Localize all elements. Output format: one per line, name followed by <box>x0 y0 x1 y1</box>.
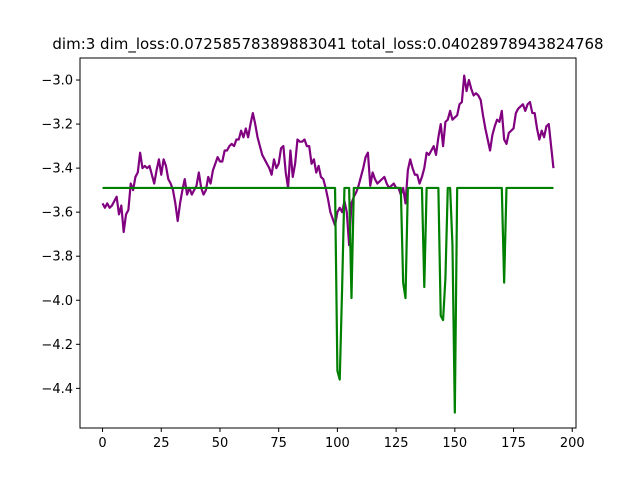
x-tick-label: 75 <box>270 436 287 451</box>
chart-title: dim:3 dim_loss:0.07258578389883041 total… <box>52 35 603 54</box>
x-tick-label: 25 <box>153 436 170 451</box>
x-tick-label: 175 <box>501 436 526 451</box>
x-tick-label: 50 <box>212 436 229 451</box>
x-tick-label: 150 <box>442 436 467 451</box>
x-tick-label: 100 <box>325 436 350 451</box>
series-line-1 <box>101 74 555 247</box>
series-line-2 <box>102 186 554 414</box>
y-tick-label: −4.2 <box>41 338 73 353</box>
x-tick-label: 0 <box>98 436 106 451</box>
x-tick-label: 125 <box>384 436 409 451</box>
y-tick-label: −3.4 <box>41 162 73 177</box>
y-tick-label: −4.4 <box>41 382 73 397</box>
y-axis: −4.4 −4.2 −4.0 −3.8 −3.6 −3.4 −3.2 −3.0 <box>41 74 80 397</box>
y-tick-label: −3.6 <box>41 206 73 221</box>
y-tick-label: −3.8 <box>41 250 73 265</box>
series-layer <box>101 74 555 414</box>
plot-frame <box>79 57 577 429</box>
x-tick-label: 200 <box>560 436 585 451</box>
x-axis: 0 25 50 75 100 125 150 175 200 <box>98 428 585 451</box>
y-tick-label: −3.2 <box>41 118 73 133</box>
y-tick-label: −4.0 <box>41 294 73 309</box>
y-tick-label: −3.0 <box>41 74 73 89</box>
